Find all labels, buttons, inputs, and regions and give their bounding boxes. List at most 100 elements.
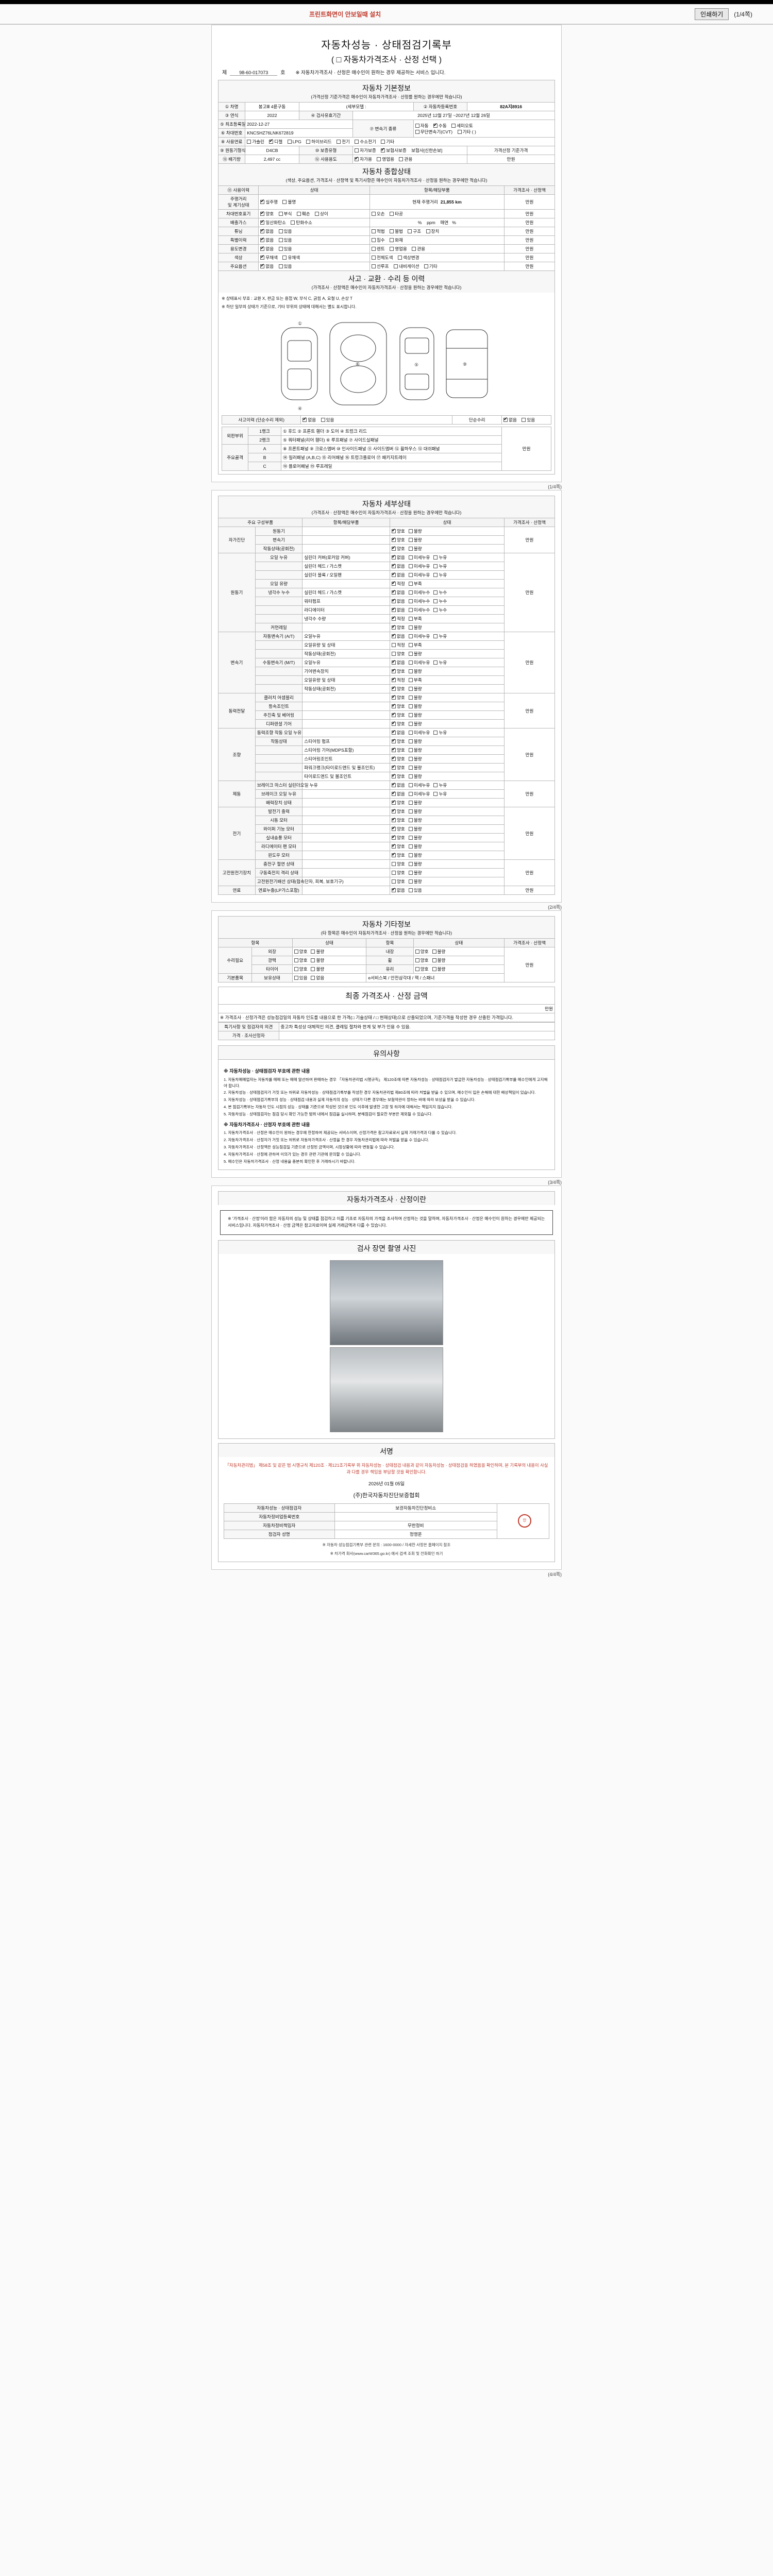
detail-opt[interactable]: 불량 (408, 546, 422, 552)
row-special-state[interactable]: 없음 있음 (258, 235, 370, 245)
detail-opt[interactable]: 양호 (392, 764, 405, 771)
detail-opt[interactable]: 양호 (392, 651, 405, 657)
detail-opt[interactable]: 누유 (433, 554, 447, 561)
detail-opt[interactable]: 없음 (392, 554, 405, 561)
warranty-self[interactable]: 자가보증 (355, 147, 376, 154)
detail-opt[interactable]: 불량 (408, 686, 422, 692)
etc-glass-state[interactable]: 양호 불량 (413, 964, 505, 974)
pol-bad[interactable]: 불량 (311, 957, 324, 963)
etc-ext-state[interactable]: 양호 불량 (292, 947, 367, 956)
gl-bad[interactable]: 불량 (432, 966, 445, 972)
print-button[interactable]: 인쇄하기 (695, 8, 729, 20)
detail-opt[interactable]: 없음 (392, 633, 405, 639)
detail-opt[interactable]: 양호 (392, 528, 405, 534)
fuel-lpg[interactable]: LPG (287, 139, 301, 144)
detail-opt[interactable]: 적정 (392, 642, 405, 648)
detail-opt[interactable]: 미세누유 (408, 791, 430, 797)
detail-opt[interactable]: 양호 (392, 536, 405, 543)
detail-opt[interactable]: 불량 (408, 537, 422, 543)
detail-opt[interactable]: 불량 (408, 808, 422, 815)
detail-opt[interactable]: 없음 (392, 571, 405, 578)
detail-opt[interactable]: 미세누유 (408, 633, 430, 639)
row-usechange-state[interactable]: 없음 있음 (258, 244, 370, 253)
detail-opt[interactable]: 없음 (392, 659, 405, 666)
row-color-state[interactable]: 무채색 유채색 (258, 253, 370, 262)
detail-opt[interactable]: 양호 (392, 668, 405, 674)
detail-opt[interactable]: 불량 (408, 878, 422, 885)
detail-opt[interactable]: 미세누유 (408, 730, 430, 736)
detail-opt[interactable]: 없음 (392, 729, 405, 736)
detail-opt[interactable]: 미세누수 (408, 598, 430, 604)
use-business[interactable]: 영업용 (377, 156, 394, 162)
fuel-etc[interactable]: 기타 (381, 139, 394, 145)
detail-opt[interactable]: 미세누유 (408, 659, 430, 666)
row-tuning-state[interactable]: 없음 있음 (258, 227, 370, 236)
acc-hist-state[interactable]: 없음 있음 (300, 415, 453, 425)
detail-opt[interactable]: 양호 (392, 755, 405, 762)
row-vin-mark-state[interactable]: 양호 부식 훼손 상이 (258, 209, 370, 218)
detail-opt[interactable]: 불량 (408, 773, 422, 779)
rep-none[interactable]: 없음 (503, 416, 517, 423)
detail-opt[interactable]: 불량 (408, 721, 422, 727)
detail-opt[interactable]: 누수 (433, 607, 447, 613)
detail-opt[interactable]: 미세누수 (408, 589, 430, 596)
detail-opt[interactable]: 양호 (392, 624, 405, 631)
detail-opt[interactable]: 양호 (392, 685, 405, 692)
detail-opt[interactable]: 부족 (408, 581, 422, 587)
acc-none[interactable]: 없음 (303, 416, 316, 423)
detail-opt[interactable]: 양호 (392, 852, 405, 858)
detail-opt[interactable]: 양호 (392, 711, 405, 718)
detail-opt[interactable]: 불량 (408, 624, 422, 631)
detail-opt[interactable]: 적정 (392, 580, 405, 587)
opt-cvt[interactable]: 무단변속기(CVT) (415, 129, 452, 135)
detail-opt[interactable]: 불량 (408, 747, 422, 753)
hold-state-opts[interactable]: 있음 없음 (292, 973, 367, 982)
detail-opt[interactable]: 없음 (392, 598, 405, 604)
mo-none[interactable]: 없음 (260, 263, 274, 269)
int-ok[interactable]: 양호 (415, 948, 429, 955)
detail-opt[interactable]: 불량 (408, 826, 422, 832)
ext-bad[interactable]: 불량 (311, 948, 324, 955)
detail-opt[interactable]: 미세누유 (408, 782, 430, 788)
color-chroma[interactable]: 유채색 (282, 255, 300, 261)
detail-opt[interactable]: 불량 (408, 651, 422, 657)
detail-opt[interactable]: 없음 (392, 563, 405, 569)
simple-repair-state[interactable]: 없음 있음 (501, 415, 551, 425)
detail-opt[interactable]: 양호 (392, 747, 405, 753)
detail-opt[interactable]: 불량 (408, 528, 422, 534)
detail-opt[interactable]: 불량 (408, 694, 422, 701)
detail-opt[interactable]: 불량 (408, 765, 422, 771)
ext-ok[interactable]: 양호 (294, 948, 307, 955)
detail-opt[interactable]: 양호 (392, 878, 405, 885)
detail-opt[interactable]: 불량 (408, 843, 422, 850)
detail-opt[interactable]: 부족 (408, 642, 422, 648)
fuel-gasoline[interactable]: 가솔린 (247, 139, 264, 145)
opt-manual[interactable]: 수동 (433, 122, 447, 129)
detail-opt[interactable]: 양호 (392, 694, 405, 701)
detail-opt[interactable]: 불량 (408, 712, 422, 718)
detail-opt[interactable]: 부족 (408, 616, 422, 622)
usecat-options[interactable]: 자가용 영업용 관용 (352, 155, 468, 164)
